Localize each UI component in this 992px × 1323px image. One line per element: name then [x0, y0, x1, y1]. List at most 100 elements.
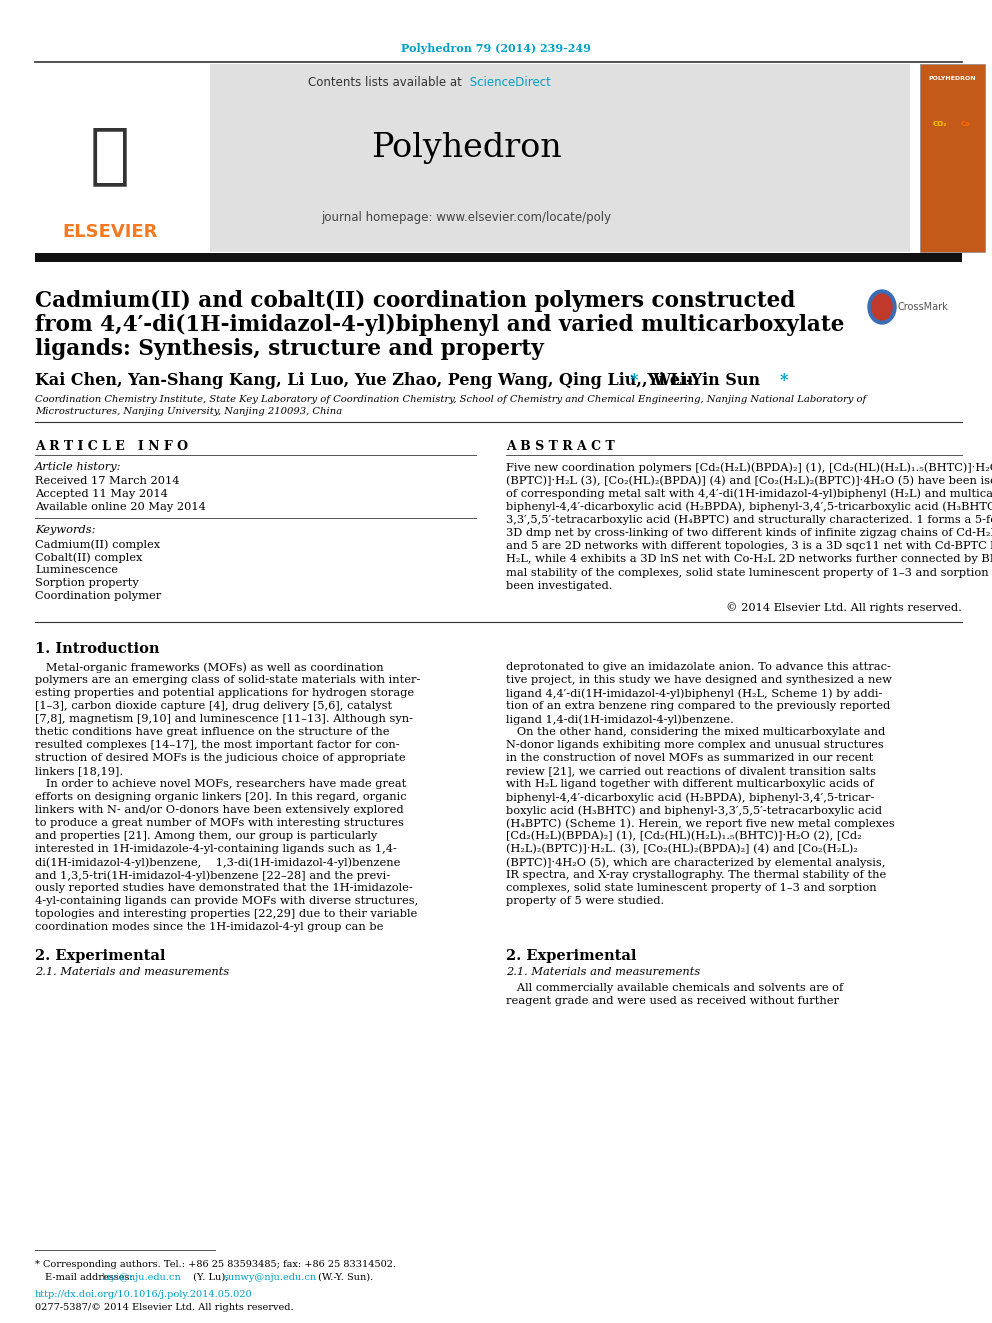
Text: © 2014 Elsevier Ltd. All rights reserved.: © 2014 Elsevier Ltd. All rights reserved… — [726, 602, 962, 613]
Text: ELSEVIER: ELSEVIER — [62, 224, 158, 241]
Text: Contents lists available at: Contents lists available at — [309, 77, 466, 90]
Text: Article history:: Article history: — [35, 462, 121, 472]
Text: Coordination polymer: Coordination polymer — [35, 591, 162, 601]
Text: Metal-organic frameworks (MOFs) as well as coordination: Metal-organic frameworks (MOFs) as well … — [35, 662, 384, 672]
Text: Accepted 11 May 2014: Accepted 11 May 2014 — [35, 490, 168, 499]
Text: H₂L, while 4 exhibits a 3D lnS net with Co-H₂L 2D networks further connected by : H₂L, while 4 exhibits a 3D lnS net with … — [506, 554, 992, 565]
Text: IR spectra, and X-ray crystallography. The thermal stability of the: IR spectra, and X-ray crystallography. T… — [506, 871, 886, 880]
Text: and 5 are 2D networks with different topologies, 3 is a 3D sqc11 net with Cd-BPT: and 5 are 2D networks with different top… — [506, 541, 992, 552]
Text: to produce a great number of MOFs with interesting structures: to produce a great number of MOFs with i… — [35, 818, 404, 828]
Text: N-donor ligands exhibiting more complex and unusual structures: N-donor ligands exhibiting more complex … — [506, 740, 884, 750]
Bar — [35, 253, 962, 262]
Text: In order to achieve novel MOFs, researchers have made great: In order to achieve novel MOFs, research… — [35, 779, 407, 789]
Text: ligands: Synthesis, structure and property: ligands: Synthesis, structure and proper… — [35, 337, 544, 360]
Text: 0277-5387/© 2014 Elsevier Ltd. All rights reserved.: 0277-5387/© 2014 Elsevier Ltd. All right… — [35, 1303, 294, 1312]
Text: 4-yl-containing ligands can provide MOFs with diverse structures,: 4-yl-containing ligands can provide MOFs… — [35, 896, 419, 906]
Text: Polyhedron 79 (2014) 239-249: Polyhedron 79 (2014) 239-249 — [401, 42, 591, 53]
Text: Coordination Chemistry Institute, State Key Laboratory of Coordination Chemistry: Coordination Chemistry Institute, State … — [35, 396, 866, 404]
Text: 3D dmp net by cross-linking of two different kinds of infinite zigzag chains of : 3D dmp net by cross-linking of two diffe… — [506, 528, 992, 538]
Text: interested in 1H-imidazole-4-yl-containing ligands such as 1,4-: interested in 1H-imidazole-4-yl-containi… — [35, 844, 397, 855]
Text: (H₄BPTC) (Scheme 1). Herein, we report five new metal complexes: (H₄BPTC) (Scheme 1). Herein, we report f… — [506, 818, 895, 828]
Text: linkers with N- and/or O-donors have been extensively explored: linkers with N- and/or O-donors have bee… — [35, 804, 404, 815]
Text: and properties [21]. Among them, our group is particularly: and properties [21]. Among them, our gro… — [35, 831, 377, 841]
Text: On the other hand, considering the mixed multicarboxylate and: On the other hand, considering the mixed… — [506, 728, 885, 737]
Text: *: * — [630, 372, 639, 389]
Text: linkers [18,19].: linkers [18,19]. — [35, 766, 123, 777]
Text: Cadmium(II) complex: Cadmium(II) complex — [35, 538, 160, 549]
Text: (BPTC)]·H₂L (3), [Co₂(HL)₂(BPDA)] (4) and [Co₂(H₂L)₂(BPTC)]·4H₂O (5) have been i: (BPTC)]·H₂L (3), [Co₂(HL)₂(BPDA)] (4) an… — [506, 475, 992, 486]
Text: sunwy@nju.edu.cn: sunwy@nju.edu.cn — [223, 1273, 316, 1282]
Text: 2. Experimental: 2. Experimental — [506, 949, 637, 963]
Text: tive project, in this study we have designed and synthesized a new: tive project, in this study we have desi… — [506, 675, 892, 685]
Text: [7,8], magnetism [9,10] and luminescence [11–13]. Although syn-: [7,8], magnetism [9,10] and luminescence… — [35, 714, 413, 724]
Text: ligand 1,4-di(1H-imidazol-4-yl)benzene.: ligand 1,4-di(1H-imidazol-4-yl)benzene. — [506, 714, 734, 725]
Text: of corresponding metal salt with 4,4′-di(1H-imidazol-4-yl)biphenyl (H₂L) and mul: of corresponding metal salt with 4,4′-di… — [506, 488, 992, 499]
Text: [1–3], carbon dioxide capture [4], drug delivery [5,6], catalyst: [1–3], carbon dioxide capture [4], drug … — [35, 701, 392, 710]
Text: topologies and interesting properties [22,29] due to their variable: topologies and interesting properties [2… — [35, 909, 418, 919]
Text: 🌳: 🌳 — [90, 122, 130, 188]
Text: 1. Introduction: 1. Introduction — [35, 642, 160, 656]
Text: A B S T R A C T: A B S T R A C T — [506, 441, 615, 452]
Text: CO₂: CO₂ — [932, 120, 946, 127]
Text: Five new coordination polymers [Cd₂(H₂L)(BPDA)₂] (1), [Cd₂(HL)(H₂L)₁.₅(BHTC)]·H₂: Five new coordination polymers [Cd₂(H₂L)… — [506, 462, 992, 472]
Text: complexes, solid state luminescent property of 1–3 and sorption: complexes, solid state luminescent prope… — [506, 882, 877, 893]
Text: POLYHEDRON: POLYHEDRON — [929, 75, 976, 81]
Text: Co: Co — [960, 120, 970, 127]
Text: ligand 4,4′-di(1H-imidazol-4-yl)biphenyl (H₂L, Scheme 1) by addi-: ligand 4,4′-di(1H-imidazol-4-yl)biphenyl… — [506, 688, 882, 699]
Text: (BPTC)]·4H₂O (5), which are characterized by elemental analysis,: (BPTC)]·4H₂O (5), which are characterize… — [506, 857, 886, 868]
Text: 2. Experimental: 2. Experimental — [35, 949, 166, 963]
Text: , Wei-Yin Sun: , Wei-Yin Sun — [642, 372, 760, 389]
Text: CrossMark: CrossMark — [898, 302, 948, 312]
Text: efforts on designing organic linkers [20]. In this regard, organic: efforts on designing organic linkers [20… — [35, 792, 407, 802]
Text: di(1H-imidazol-4-yl)benzene,    1,3-di(1H-imidazol-4-yl)benzene: di(1H-imidazol-4-yl)benzene, 1,3-di(1H-i… — [35, 857, 401, 868]
Text: luyi@nju.edu.cn: luyi@nju.edu.cn — [102, 1273, 182, 1282]
Text: ously reported studies have demonstrated that the 1H-imidazole-: ously reported studies have demonstrated… — [35, 882, 413, 893]
Text: with H₂L ligand together with different multicarboxylic acids of: with H₂L ligand together with different … — [506, 779, 874, 789]
Text: been investigated.: been investigated. — [506, 581, 612, 591]
Text: E-mail addresses:: E-mail addresses: — [45, 1273, 136, 1282]
Text: biphenyl-4,4′-dicarboxylic acid (H₂BPDA), biphenyl-3,4′,5-tricarboxylic acid (H₃: biphenyl-4,4′-dicarboxylic acid (H₂BPDA)… — [506, 501, 992, 512]
Text: and 1,3,5-tri(1H-imidazol-4-yl)benzene [22–28] and the previ-: and 1,3,5-tri(1H-imidazol-4-yl)benzene [… — [35, 871, 390, 881]
Text: Sorption property: Sorption property — [35, 578, 139, 587]
Text: Polyhedron: Polyhedron — [371, 132, 561, 164]
Text: (H₂L)₂(BPTC)]·H₂L. (3), [Co₂(HL)₂(BPDA)₂] (4) and [Co₂(H₂L)₂: (H₂L)₂(BPTC)]·H₂L. (3), [Co₂(HL)₂(BPDA)₂… — [506, 844, 858, 855]
Bar — [210, 64, 910, 251]
Text: mal stability of the complexes, solid state luminescent property of 1–3 and sorp: mal stability of the complexes, solid st… — [506, 568, 992, 578]
Text: polymers are an emerging class of solid-state materials with inter-: polymers are an emerging class of solid-… — [35, 675, 421, 685]
Text: Microstructures, Nanjing University, Nanjing 210093, China: Microstructures, Nanjing University, Nan… — [35, 407, 342, 415]
Text: tion of an extra benzene ring compared to the previously reported: tion of an extra benzene ring compared t… — [506, 701, 890, 710]
Text: property of 5 were studied.: property of 5 were studied. — [506, 896, 665, 906]
Text: Cobalt(II) complex: Cobalt(II) complex — [35, 552, 143, 562]
Text: boxylic acid (H₃BHTC) and biphenyl-3,3′,5,5′-tetracarboxylic acid: boxylic acid (H₃BHTC) and biphenyl-3,3′,… — [506, 804, 882, 815]
Text: Cadmium(II) and cobalt(II) coordination polymers constructed: Cadmium(II) and cobalt(II) coordination … — [35, 290, 796, 312]
Text: biphenyl-4,4′-dicarboxylic acid (H₂BPDA), biphenyl-3,4′,5-tricar-: biphenyl-4,4′-dicarboxylic acid (H₂BPDA)… — [506, 792, 874, 803]
Text: Luminescence: Luminescence — [35, 565, 118, 576]
Text: esting properties and potential applications for hydrogen storage: esting properties and potential applicat… — [35, 688, 414, 699]
Text: All commercially available chemicals and solvents are of: All commercially available chemicals and… — [506, 983, 843, 994]
Text: ScienceDirect: ScienceDirect — [466, 77, 551, 90]
Text: Keywords:: Keywords: — [35, 525, 95, 534]
Text: Available online 20 May 2014: Available online 20 May 2014 — [35, 501, 206, 512]
Text: Kai Chen, Yan-Shang Kang, Li Luo, Yue Zhao, Peng Wang, Qing Liu, Yi Lu: Kai Chen, Yan-Shang Kang, Li Luo, Yue Zh… — [35, 372, 699, 389]
Bar — [920, 64, 985, 251]
Text: 3,3′,5,5′-tetracarboxylic acid (H₄BPTC) and structurally characterized. 1 forms : 3,3′,5,5′-tetracarboxylic acid (H₄BPTC) … — [506, 515, 992, 525]
Text: *: * — [780, 372, 789, 389]
Ellipse shape — [872, 294, 892, 320]
Text: reagent grade and were used as received without further: reagent grade and were used as received … — [506, 996, 839, 1005]
Text: struction of desired MOFs is the judicious choice of appropriate: struction of desired MOFs is the judicio… — [35, 753, 406, 763]
Text: review [21], we carried out reactions of divalent transition salts: review [21], we carried out reactions of… — [506, 766, 876, 777]
Text: thetic conditions have great influence on the structure of the: thetic conditions have great influence o… — [35, 728, 390, 737]
Text: [Cd₂(H₂L)(BPDA)₂] (1), [Cd₂(HL)(H₂L)₁.₅(BHTC)]·H₂O (2), [Cd₂: [Cd₂(H₂L)(BPDA)₂] (1), [Cd₂(HL)(H₂L)₁.₅(… — [506, 831, 862, 841]
Text: http://dx.doi.org/10.1016/j.poly.2014.05.020: http://dx.doi.org/10.1016/j.poly.2014.05… — [35, 1290, 253, 1299]
Text: Received 17 March 2014: Received 17 March 2014 — [35, 476, 180, 486]
Text: A R T I C L E   I N F O: A R T I C L E I N F O — [35, 441, 188, 452]
Text: (W.-Y. Sun).: (W.-Y. Sun). — [315, 1273, 373, 1282]
Text: coordination modes since the 1H-imidazol-4-yl group can be: coordination modes since the 1H-imidazol… — [35, 922, 383, 931]
Text: deprotonated to give an imidazolate anion. To advance this attrac-: deprotonated to give an imidazolate anio… — [506, 662, 891, 672]
Text: in the construction of novel MOFs as summarized in our recent: in the construction of novel MOFs as sum… — [506, 753, 873, 763]
Text: from 4,4′-di(1H-imidazol-4-yl)biphenyl and varied multicarboxylate: from 4,4′-di(1H-imidazol-4-yl)biphenyl a… — [35, 314, 844, 336]
Text: 2.1. Materials and measurements: 2.1. Materials and measurements — [506, 967, 700, 976]
Ellipse shape — [868, 290, 896, 324]
Text: 2.1. Materials and measurements: 2.1. Materials and measurements — [35, 967, 229, 976]
Text: resulted complexes [14–17], the most important factor for con-: resulted complexes [14–17], the most imp… — [35, 740, 400, 750]
